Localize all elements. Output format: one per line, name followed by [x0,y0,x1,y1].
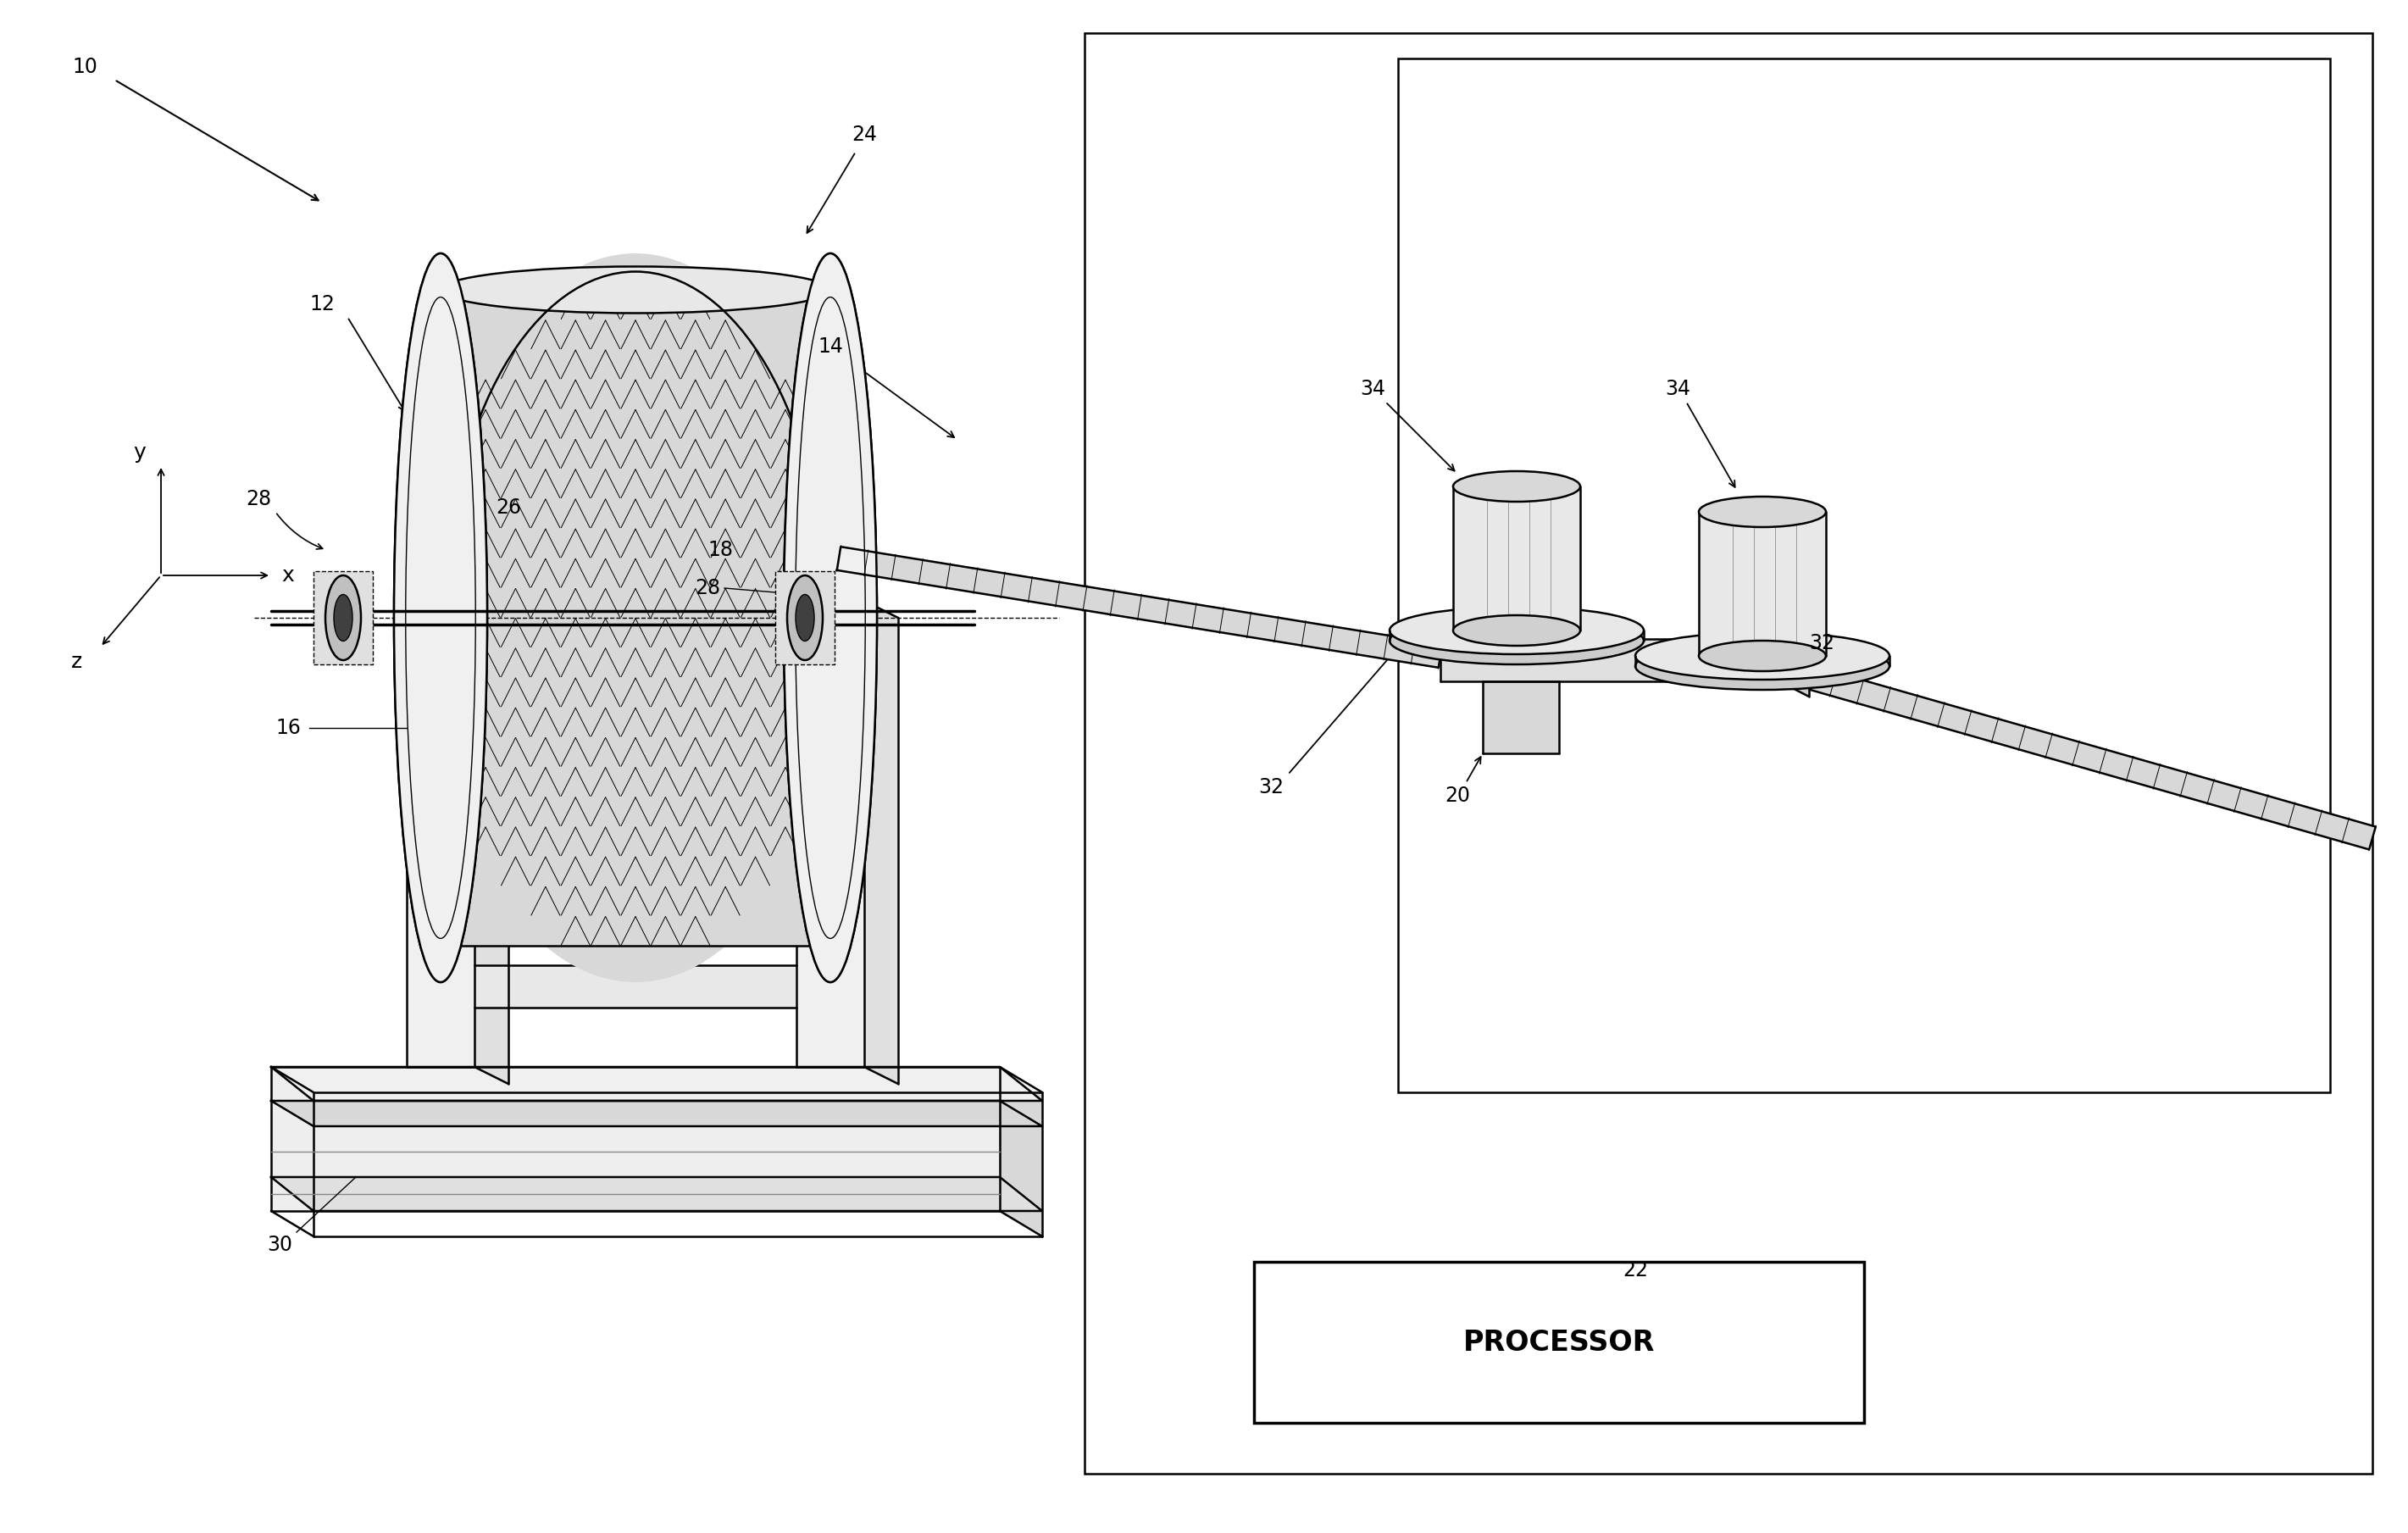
Ellipse shape [1698,497,1825,527]
Text: 34: 34 [1361,379,1385,399]
Text: 32: 32 [1259,777,1283,797]
Text: 16: 16 [275,717,301,737]
Polygon shape [1483,681,1558,753]
Ellipse shape [1635,632,1890,679]
Polygon shape [474,966,797,1007]
Ellipse shape [787,575,824,661]
Bar [313,572,373,664]
Text: 12: 12 [308,294,335,314]
Text: 20: 20 [1445,785,1469,806]
Polygon shape [1452,486,1580,630]
Ellipse shape [1389,616,1645,664]
Ellipse shape [783,253,877,983]
Polygon shape [272,1177,1043,1211]
Bar [1399,58,2331,1093]
Ellipse shape [1452,471,1580,501]
Polygon shape [272,1101,1043,1127]
Ellipse shape [795,595,814,641]
Text: 18: 18 [708,540,732,560]
Text: 10: 10 [72,57,96,77]
Polygon shape [1780,639,1808,696]
Polygon shape [864,601,898,1084]
Bar [775,572,836,664]
Polygon shape [407,601,474,1067]
Bar [1255,1262,1864,1423]
Text: 26: 26 [496,497,520,518]
Ellipse shape [395,253,486,983]
Text: y: y [132,443,147,463]
Bar [1084,34,2372,1473]
Polygon shape [999,1067,1043,1237]
Ellipse shape [783,253,877,983]
Bar [441,290,831,946]
Polygon shape [797,601,864,1067]
Text: PROCESSOR: PROCESSOR [1464,1329,1654,1357]
Polygon shape [1777,658,2377,849]
Text: 14: 14 [819,336,843,357]
Polygon shape [838,547,1442,668]
Ellipse shape [395,253,486,983]
Polygon shape [474,601,508,1084]
Ellipse shape [1389,607,1645,655]
Text: 32: 32 [1808,633,1835,653]
Polygon shape [272,1067,1043,1101]
Text: 24: 24 [852,124,877,146]
Polygon shape [1698,512,1825,656]
Text: x: x [282,566,294,586]
Ellipse shape [441,271,831,964]
Text: 30: 30 [267,1234,291,1256]
Text: z: z [72,652,82,673]
Ellipse shape [335,595,352,641]
Polygon shape [272,1067,1043,1093]
Ellipse shape [429,253,843,983]
Ellipse shape [1635,642,1890,690]
Ellipse shape [441,267,831,313]
Polygon shape [1440,639,1780,681]
Text: 28: 28 [696,578,720,598]
Ellipse shape [1452,615,1580,645]
Ellipse shape [325,575,361,661]
Text: 28: 28 [246,489,272,509]
Ellipse shape [1698,641,1825,671]
Polygon shape [272,1067,999,1211]
Text: 22: 22 [1623,1260,1647,1280]
Text: 34: 34 [1664,379,1690,399]
